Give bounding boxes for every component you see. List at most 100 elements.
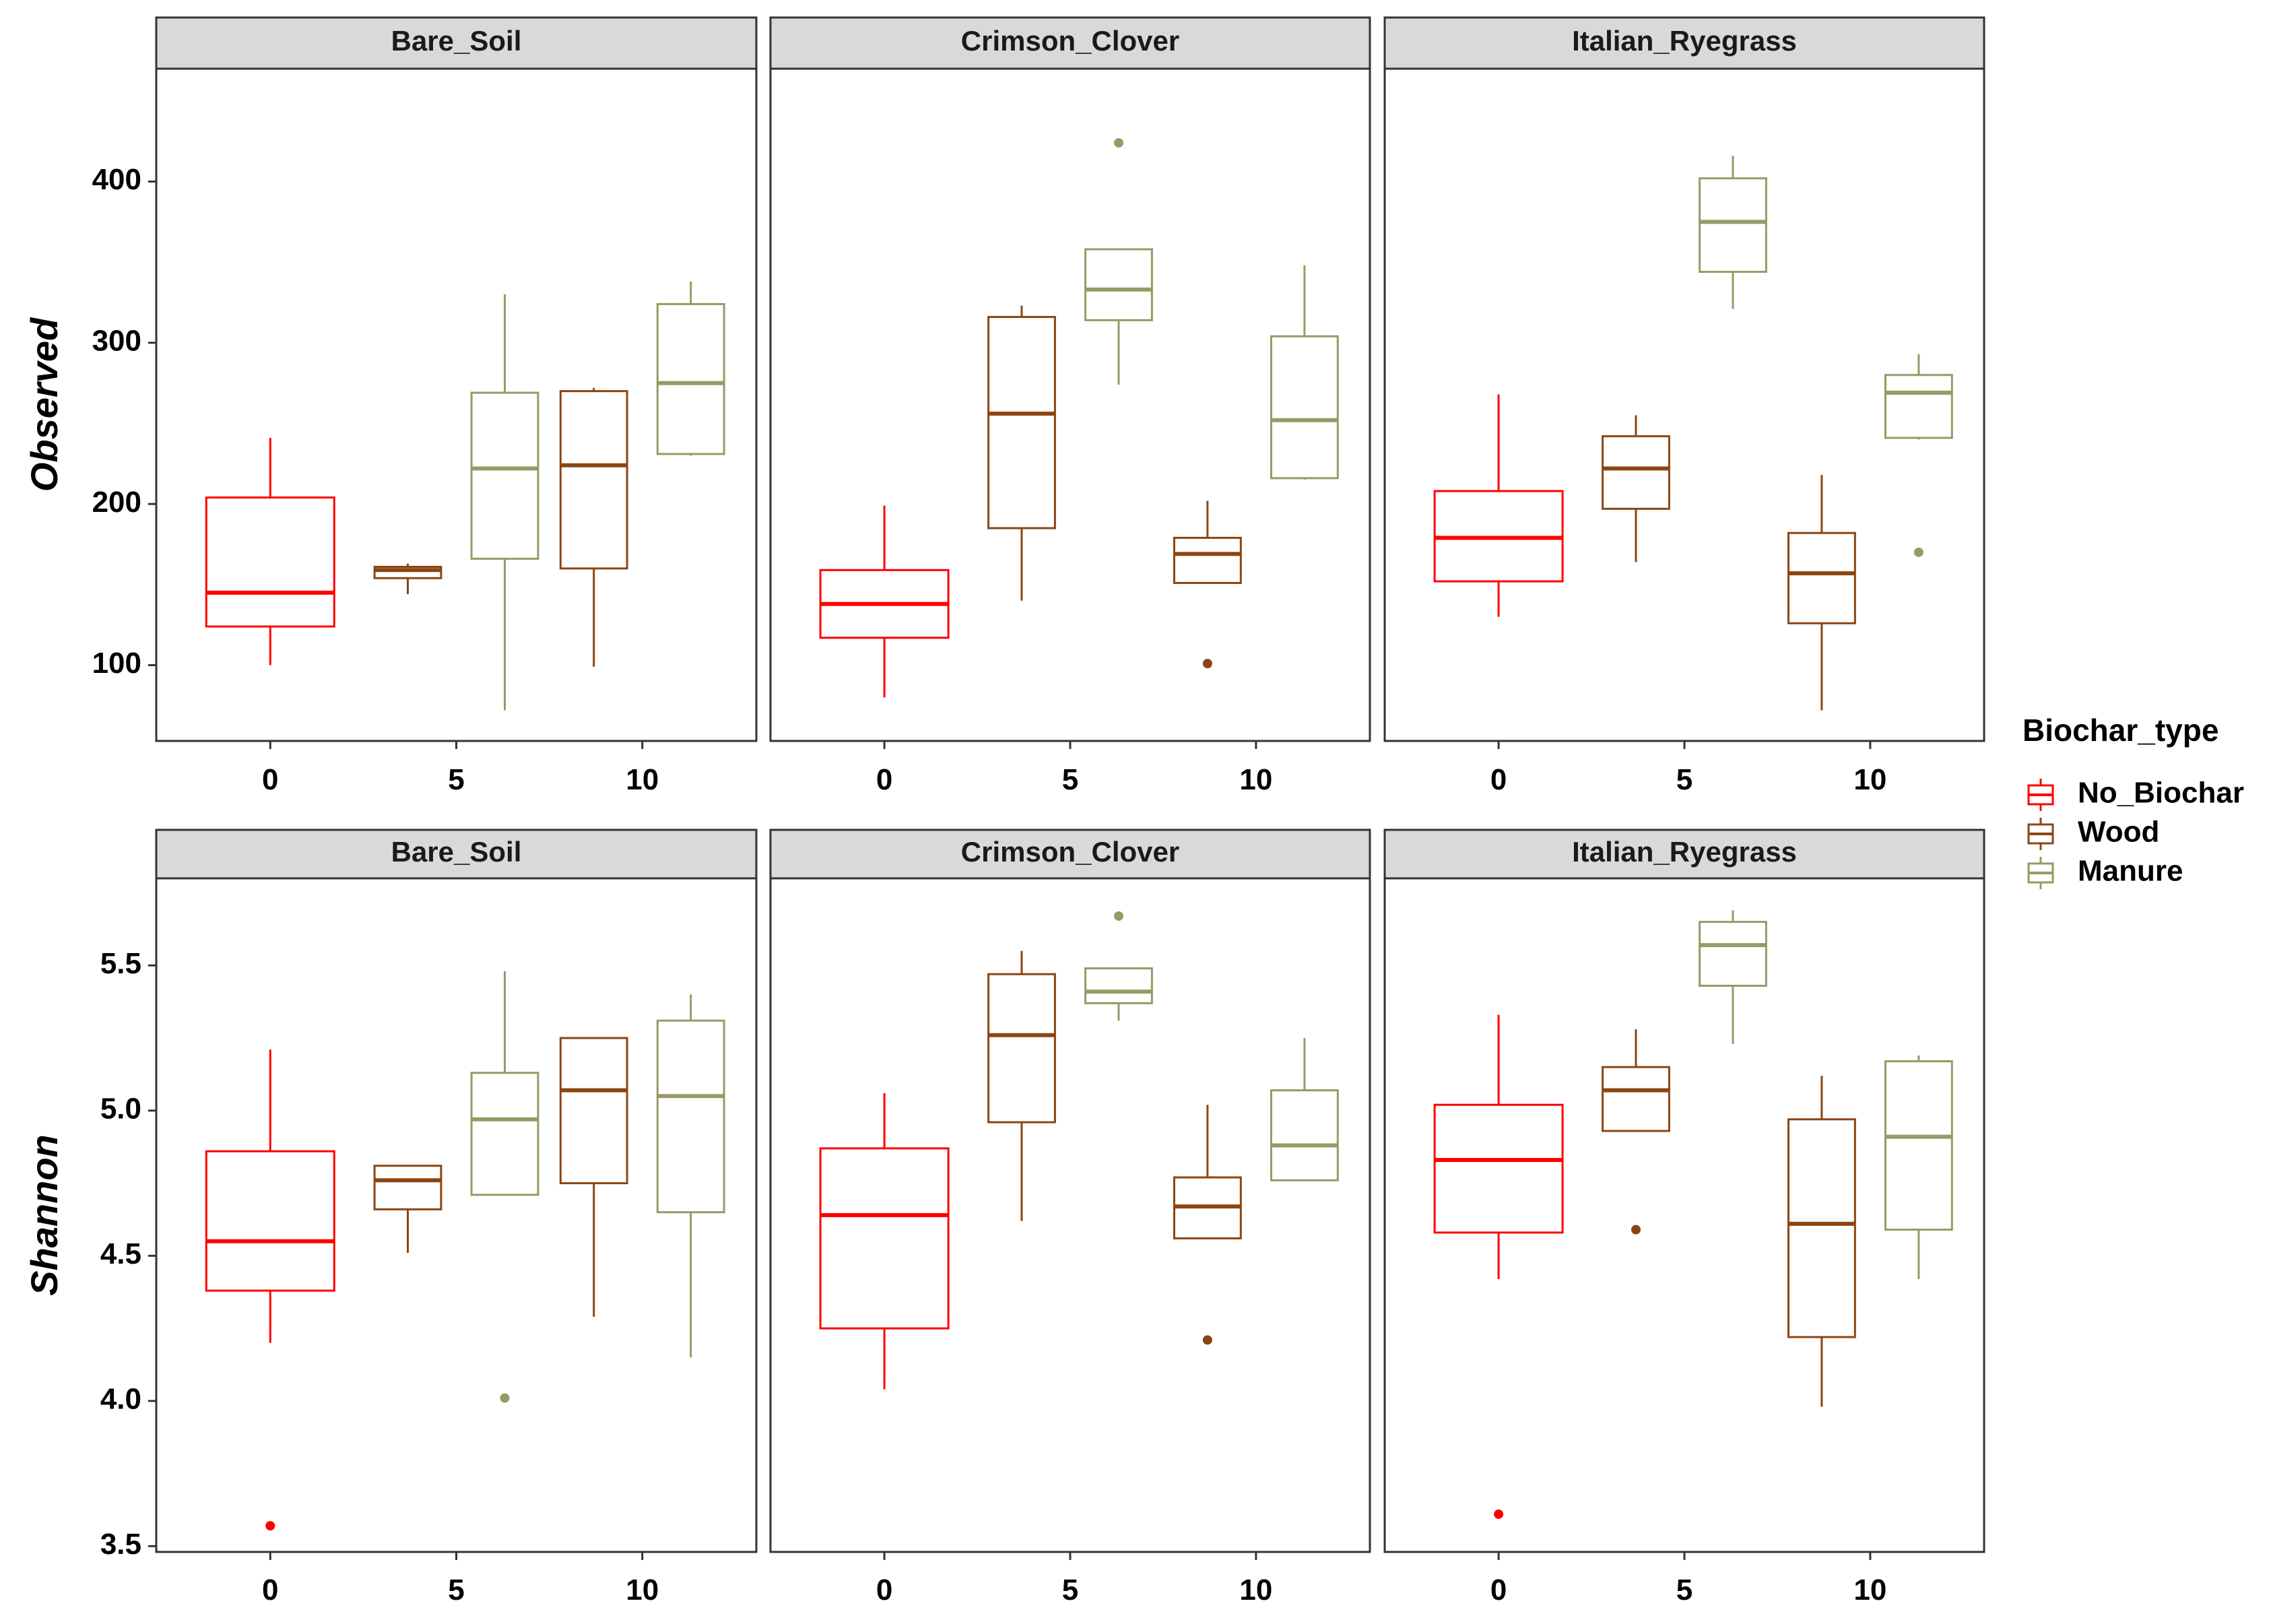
outlier-point [1913, 547, 1923, 557]
legend-item-no-biochar: No_Biochar [2027, 777, 2244, 811]
facet-crimson-clover: Crimson_Clover 0 5 10 [769, 829, 1371, 1606]
box-body [1084, 967, 1153, 1004]
box-manure-10 [1884, 354, 1953, 557]
box-wood-5 [373, 1165, 442, 1254]
outlier-point [1494, 1509, 1504, 1519]
box-body [470, 1072, 539, 1196]
box-body [373, 1165, 442, 1210]
x-tick-label: 0 [876, 1573, 892, 1606]
box-wood-5 [1602, 1029, 1670, 1235]
panel-area [1383, 67, 1985, 742]
box-wood-5 [1602, 415, 1670, 562]
x-tick-label: 10 [626, 763, 659, 796]
y-tick-label: 200 [92, 486, 141, 519]
facet-strip [155, 16, 758, 70]
box-wood-5 [987, 950, 1056, 1221]
box-body [1602, 435, 1670, 510]
box-no-biochar-0 [1433, 1014, 1564, 1519]
box-manure-5 [1699, 910, 1767, 1044]
y-axis-label: Shannon [23, 1134, 65, 1296]
x-tick-label: 10 [626, 1573, 659, 1606]
facet-strip-label: Bare_Soil [391, 25, 522, 57]
facet-strip-label: Bare_Soil [391, 836, 522, 868]
x-tick-label: 0 [262, 763, 278, 796]
box-body [987, 973, 1056, 1124]
box-manure-10 [656, 281, 725, 456]
box-body [1173, 536, 1242, 584]
facet-bare-soil: Bare_Soil 0 5 10 [155, 829, 758, 1606]
box-body [1884, 374, 1953, 439]
box-body [656, 302, 725, 455]
outlier-point [1202, 1335, 1212, 1345]
outlier-point [1202, 659, 1212, 669]
x-tick-label: 5 [448, 763, 464, 796]
outlier-point [1114, 911, 1123, 921]
facet-bare-soil: Bare_Soil 0 5 10 [155, 16, 758, 796]
box-manure-5 [1699, 156, 1767, 309]
facet-italian-ryegrass: Italian_Ryegrass 0 5 10 [1383, 16, 1985, 796]
box-wood-10 [559, 1037, 628, 1317]
x-tick-label: 10 [1853, 763, 1886, 796]
box-no-biochar-0 [205, 438, 335, 665]
box-body [1084, 248, 1153, 321]
x-tick-label: 10 [1239, 1573, 1272, 1606]
x-tick-label: 5 [1676, 1573, 1692, 1606]
box-body [987, 316, 1056, 529]
box-wood-10 [1173, 1105, 1242, 1345]
facet-strip [1383, 16, 1985, 70]
y-axis-label: Observed [23, 317, 65, 492]
box-wood-10 [559, 387, 628, 667]
x-tick-label: 0 [876, 763, 892, 796]
facet-strip-label: Crimson_Clover [961, 836, 1179, 868]
box-body [1699, 177, 1767, 273]
box-manure-5 [470, 294, 539, 711]
x-tick-label: 0 [262, 1573, 278, 1606]
outlier-point [500, 1393, 510, 1403]
legend-label: No_Biochar [2078, 777, 2244, 810]
box-manure-5 [1084, 138, 1153, 385]
box-wood-10 [1787, 475, 1856, 711]
facet-strip [769, 16, 1371, 70]
box-body [656, 1019, 725, 1214]
y-tick-label: 100 [92, 647, 141, 680]
y-tick-label: 400 [92, 163, 141, 196]
y-tick-label: 4.0 [100, 1382, 141, 1415]
box-manure-5 [1084, 911, 1153, 1021]
box-wood-5 [373, 563, 442, 595]
box-body [205, 1150, 335, 1292]
box-body [1602, 1066, 1670, 1132]
box-wood-10 [1173, 500, 1242, 669]
box-wood-10 [1787, 1076, 1856, 1407]
legend: Biochar_type No_Biochar Wood Manure [2023, 713, 2244, 889]
facet-italian-ryegrass: Italian_Ryegrass 0 5 10 [1383, 829, 1985, 1606]
facet-strip-label: Italian_Ryegrass [1572, 25, 1797, 57]
box-no-biochar-0 [819, 505, 950, 698]
x-tick-label: 0 [1490, 1573, 1507, 1606]
x-tick-label: 5 [1062, 1573, 1078, 1606]
box-no-biochar-0 [1433, 394, 1564, 617]
facet-crimson-clover: Crimson_Clover 0 5 10 [769, 16, 1371, 796]
box-body [559, 390, 628, 570]
box-manure-5 [470, 971, 539, 1403]
outlier-point [1114, 138, 1123, 148]
legend-item-manure: Manure [2027, 855, 2183, 889]
box-manure-10 [656, 994, 725, 1358]
box-body [1270, 335, 1339, 480]
box-body [470, 391, 539, 560]
box-no-biochar-0 [205, 1049, 335, 1531]
box-body [1699, 921, 1767, 987]
facet-strip-label: Italian_Ryegrass [1572, 836, 1797, 868]
box-body [819, 1147, 950, 1330]
facet-strip-label: Crimson_Clover [961, 25, 1179, 57]
box-body [1787, 531, 1856, 624]
legend-label: Manure [2078, 855, 2183, 888]
legend-title: Biochar_type [2023, 713, 2218, 748]
box-manure-10 [1270, 1038, 1339, 1181]
box-body [559, 1037, 628, 1185]
y-tick-label: 5.5 [100, 947, 141, 980]
x-tick-label: 5 [1676, 763, 1692, 796]
box-body [1433, 1103, 1564, 1234]
